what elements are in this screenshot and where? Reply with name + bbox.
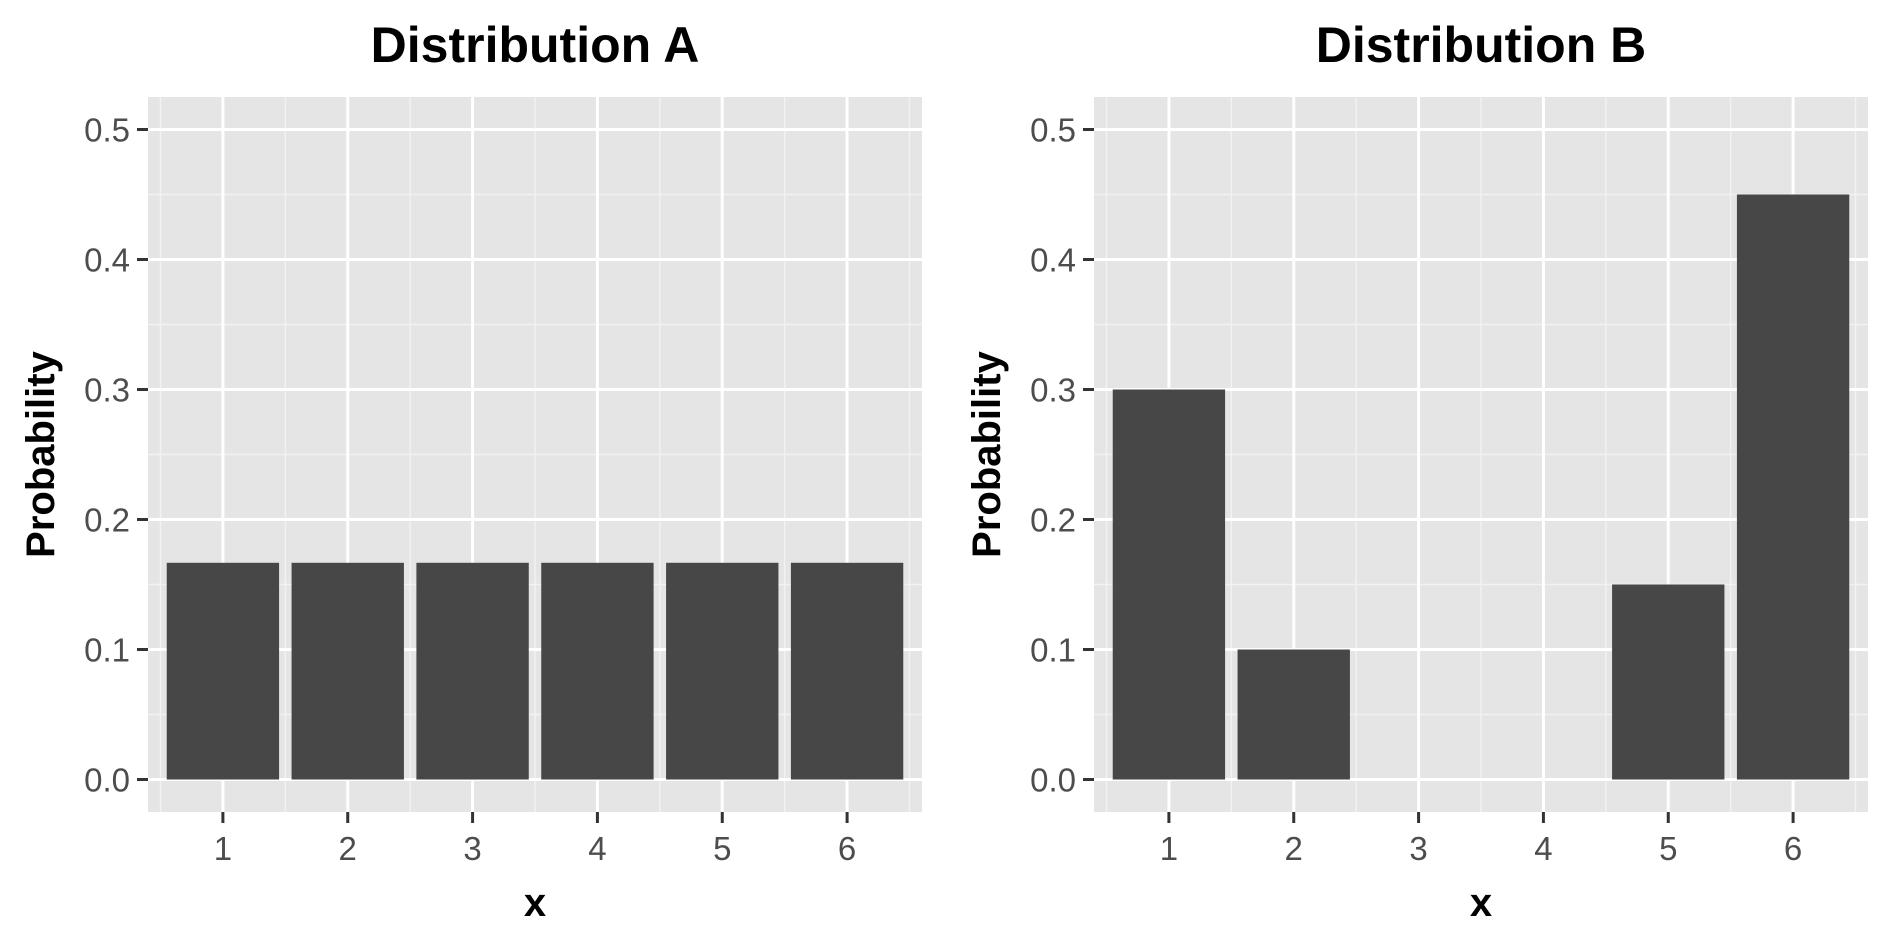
y-axis-title: Probability (19, 350, 63, 557)
bar-5 (666, 562, 779, 780)
x-tick-label: 6 (1784, 830, 1802, 867)
bar-6 (1736, 194, 1850, 780)
x-tick-label: 2 (1285, 830, 1303, 867)
y-tick-label: 0.0 (1030, 762, 1076, 799)
x-tick-label: 2 (339, 830, 357, 867)
y-tick-label: 0.4 (1030, 242, 1076, 279)
x-tick-label: 1 (214, 830, 232, 867)
x-axis-title: x (1470, 881, 1492, 925)
panel-distribution-b: 0.00.10.20.30.40.51 2 3 4 5 6 Distribution B … (965, 17, 1868, 925)
bar-2 (291, 562, 404, 780)
x-tick-label: 3 (463, 830, 481, 867)
bar-4 (541, 562, 654, 780)
y-tick-label: 0.2 (1030, 502, 1076, 539)
plot-area: 0.0 0.1 0.2 0.3 0.4 0.5 1 2 3 4 5 6 (84, 97, 922, 867)
y-tick-label: 0.5 (84, 112, 130, 149)
y-tick-label: 0.2 (84, 502, 130, 539)
y-axis-title: Probability (965, 350, 1009, 557)
bar-6 (790, 562, 904, 780)
y-tick-label: 0.1 (1030, 632, 1076, 669)
x-tick-label: 5 (713, 830, 731, 867)
bar-1 (1112, 389, 1226, 780)
panel-title: Distribution B (1316, 17, 1647, 73)
y-tick-label: 0.3 (1030, 372, 1076, 409)
panel-distribution-a: 0.00.10.20.30.40.51 2 3 4 5 6 Distribution A … (19, 17, 922, 925)
x-axis-title: x (524, 881, 546, 925)
bar-3 (416, 562, 529, 780)
x-tick-label: 3 (1409, 830, 1427, 867)
y-tick-label: 0.3 (84, 372, 130, 409)
bar-5 (1612, 584, 1725, 780)
y-tick-label: 0.5 (1030, 112, 1076, 149)
bar-1 (166, 562, 280, 780)
x-tick-label: 6 (838, 830, 856, 867)
plot-area: 0.0 0.1 0.2 0.3 0.4 0.5 1 2 3 4 5 6 (1030, 97, 1868, 867)
panel-title: Distribution A (371, 17, 700, 73)
x-tick-label: 4 (588, 830, 606, 867)
y-tick-label: 0.4 (84, 242, 130, 279)
bar-2 (1237, 649, 1350, 780)
x-tick-label: 5 (1659, 830, 1677, 867)
y-tick-label: 0.0 (84, 762, 130, 799)
y-tick-label: 0.1 (84, 632, 130, 669)
x-tick-label: 1 (1160, 830, 1178, 867)
x-tick-label: 4 (1534, 830, 1552, 867)
